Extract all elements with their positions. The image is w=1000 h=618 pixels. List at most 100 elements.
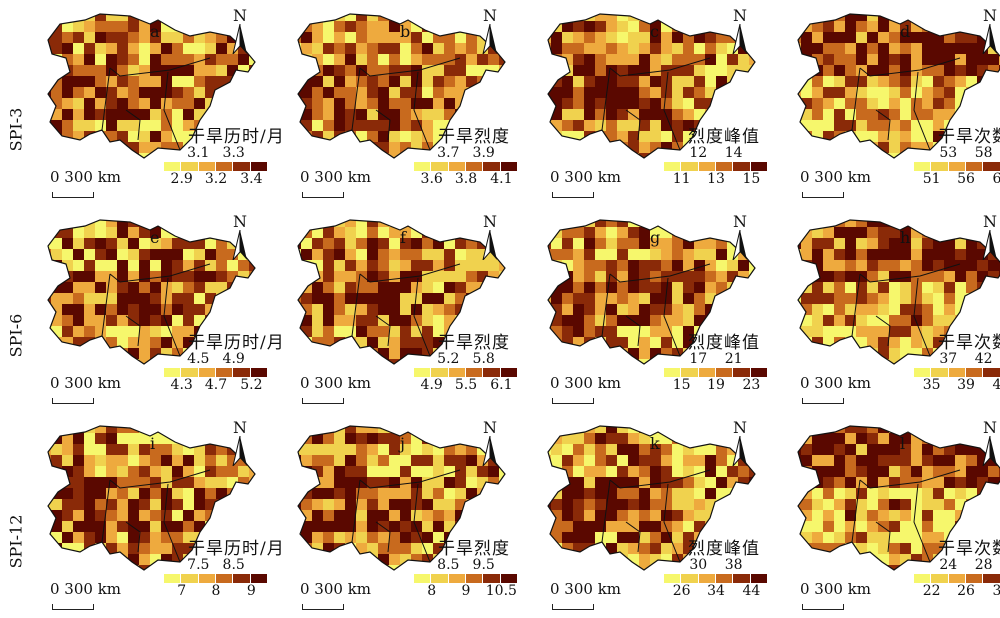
grid-cell (727, 249, 738, 260)
grid-cell (628, 315, 639, 326)
grid-cell (249, 304, 255, 315)
grid-cell (73, 249, 84, 260)
grid-cell (477, 455, 488, 466)
grid-cell (51, 65, 62, 76)
grid-cell (639, 304, 650, 315)
grid-cell (62, 304, 73, 315)
grid-cell (205, 227, 216, 238)
grid-cell (801, 238, 812, 249)
grid-cell (73, 543, 84, 554)
grid-cell (900, 21, 911, 32)
grid-cell (900, 370, 911, 376)
legend-swatch (664, 162, 682, 171)
grid-cell (562, 131, 573, 142)
grid-cell (194, 32, 205, 43)
grid-cell (878, 32, 889, 43)
grid-cell (944, 14, 955, 21)
grid-cell (716, 521, 727, 532)
grid-cell (62, 532, 73, 543)
grid-cell (117, 293, 128, 304)
grid-cell (595, 510, 606, 521)
legend-swatch (233, 368, 251, 377)
grid-cell (727, 466, 738, 477)
grid-cell (128, 304, 139, 315)
grid-cell (367, 271, 378, 282)
grid-cell (73, 65, 84, 76)
grid-cell (617, 477, 628, 488)
grid-cell (411, 499, 422, 510)
grid-cell (172, 337, 183, 348)
grid-cell (922, 510, 933, 521)
legend-top-label-2: 9.5 (472, 557, 495, 573)
grid-cell (889, 65, 900, 76)
grid-cell (334, 98, 345, 109)
grid-cell (856, 43, 867, 54)
grid-cell (573, 532, 584, 543)
grid-cell (639, 21, 650, 32)
grid-cell (422, 87, 433, 98)
grid-cell (367, 499, 378, 510)
grid-cell (95, 220, 106, 227)
grid-cell (422, 466, 433, 477)
grid-cell (966, 282, 977, 293)
legend-swatch (448, 574, 466, 583)
grid-cell (639, 54, 650, 65)
grid-cell (856, 131, 867, 142)
grid-cell (867, 455, 878, 466)
grid-cell (367, 532, 378, 543)
grid-cell (798, 109, 801, 120)
grid-cell (845, 282, 856, 293)
grid-cell (488, 65, 499, 76)
grid-cell (48, 510, 51, 521)
grid-cell (867, 433, 878, 444)
grid-cell (683, 220, 694, 227)
grid-cell (389, 54, 400, 65)
grid-cell (900, 576, 911, 582)
grid-cell (216, 466, 227, 477)
grid-cell (606, 32, 617, 43)
grid-cell (84, 21, 95, 32)
grid-cell (84, 455, 95, 466)
grid-cell (51, 543, 62, 554)
grid-cell (298, 543, 301, 554)
grid-cell (856, 220, 867, 227)
grid-cell (977, 43, 988, 54)
grid-cell (617, 120, 628, 131)
grid-cell (966, 521, 977, 532)
grid-cell (694, 293, 705, 304)
grid-cell (51, 315, 62, 326)
grid-cell (106, 521, 117, 532)
grid-cell (672, 499, 683, 510)
grid-cell (62, 337, 73, 348)
legend-swatch (664, 574, 682, 583)
grid-cell (955, 466, 966, 477)
grid-cell (389, 455, 400, 466)
grid-cell (51, 433, 62, 444)
grid-cell (900, 499, 911, 510)
grid-cell (617, 326, 628, 337)
grid-cell (548, 543, 551, 554)
grid-cell (639, 109, 650, 120)
grid-cell (911, 293, 922, 304)
grid-cell (301, 293, 312, 304)
grid-cell (672, 337, 683, 348)
grid-cell (738, 98, 749, 109)
grid-cell (548, 98, 551, 109)
grid-cell (856, 271, 867, 282)
grid-cell (694, 521, 705, 532)
grid-cell (312, 521, 323, 532)
grid-cell (628, 32, 639, 43)
grid-cell (650, 282, 661, 293)
grid-cell (150, 14, 161, 21)
grid-cell (617, 565, 628, 570)
grid-cell (422, 326, 433, 337)
grid-cell (48, 348, 51, 359)
grid-cell (95, 249, 106, 260)
grid-cell (944, 466, 955, 477)
panel-letter: l (900, 434, 906, 453)
grid-cell (422, 220, 433, 227)
grid-cell (548, 271, 551, 282)
grid-cell (812, 315, 823, 326)
grid-cell (150, 238, 161, 249)
grid-cell (298, 260, 301, 271)
